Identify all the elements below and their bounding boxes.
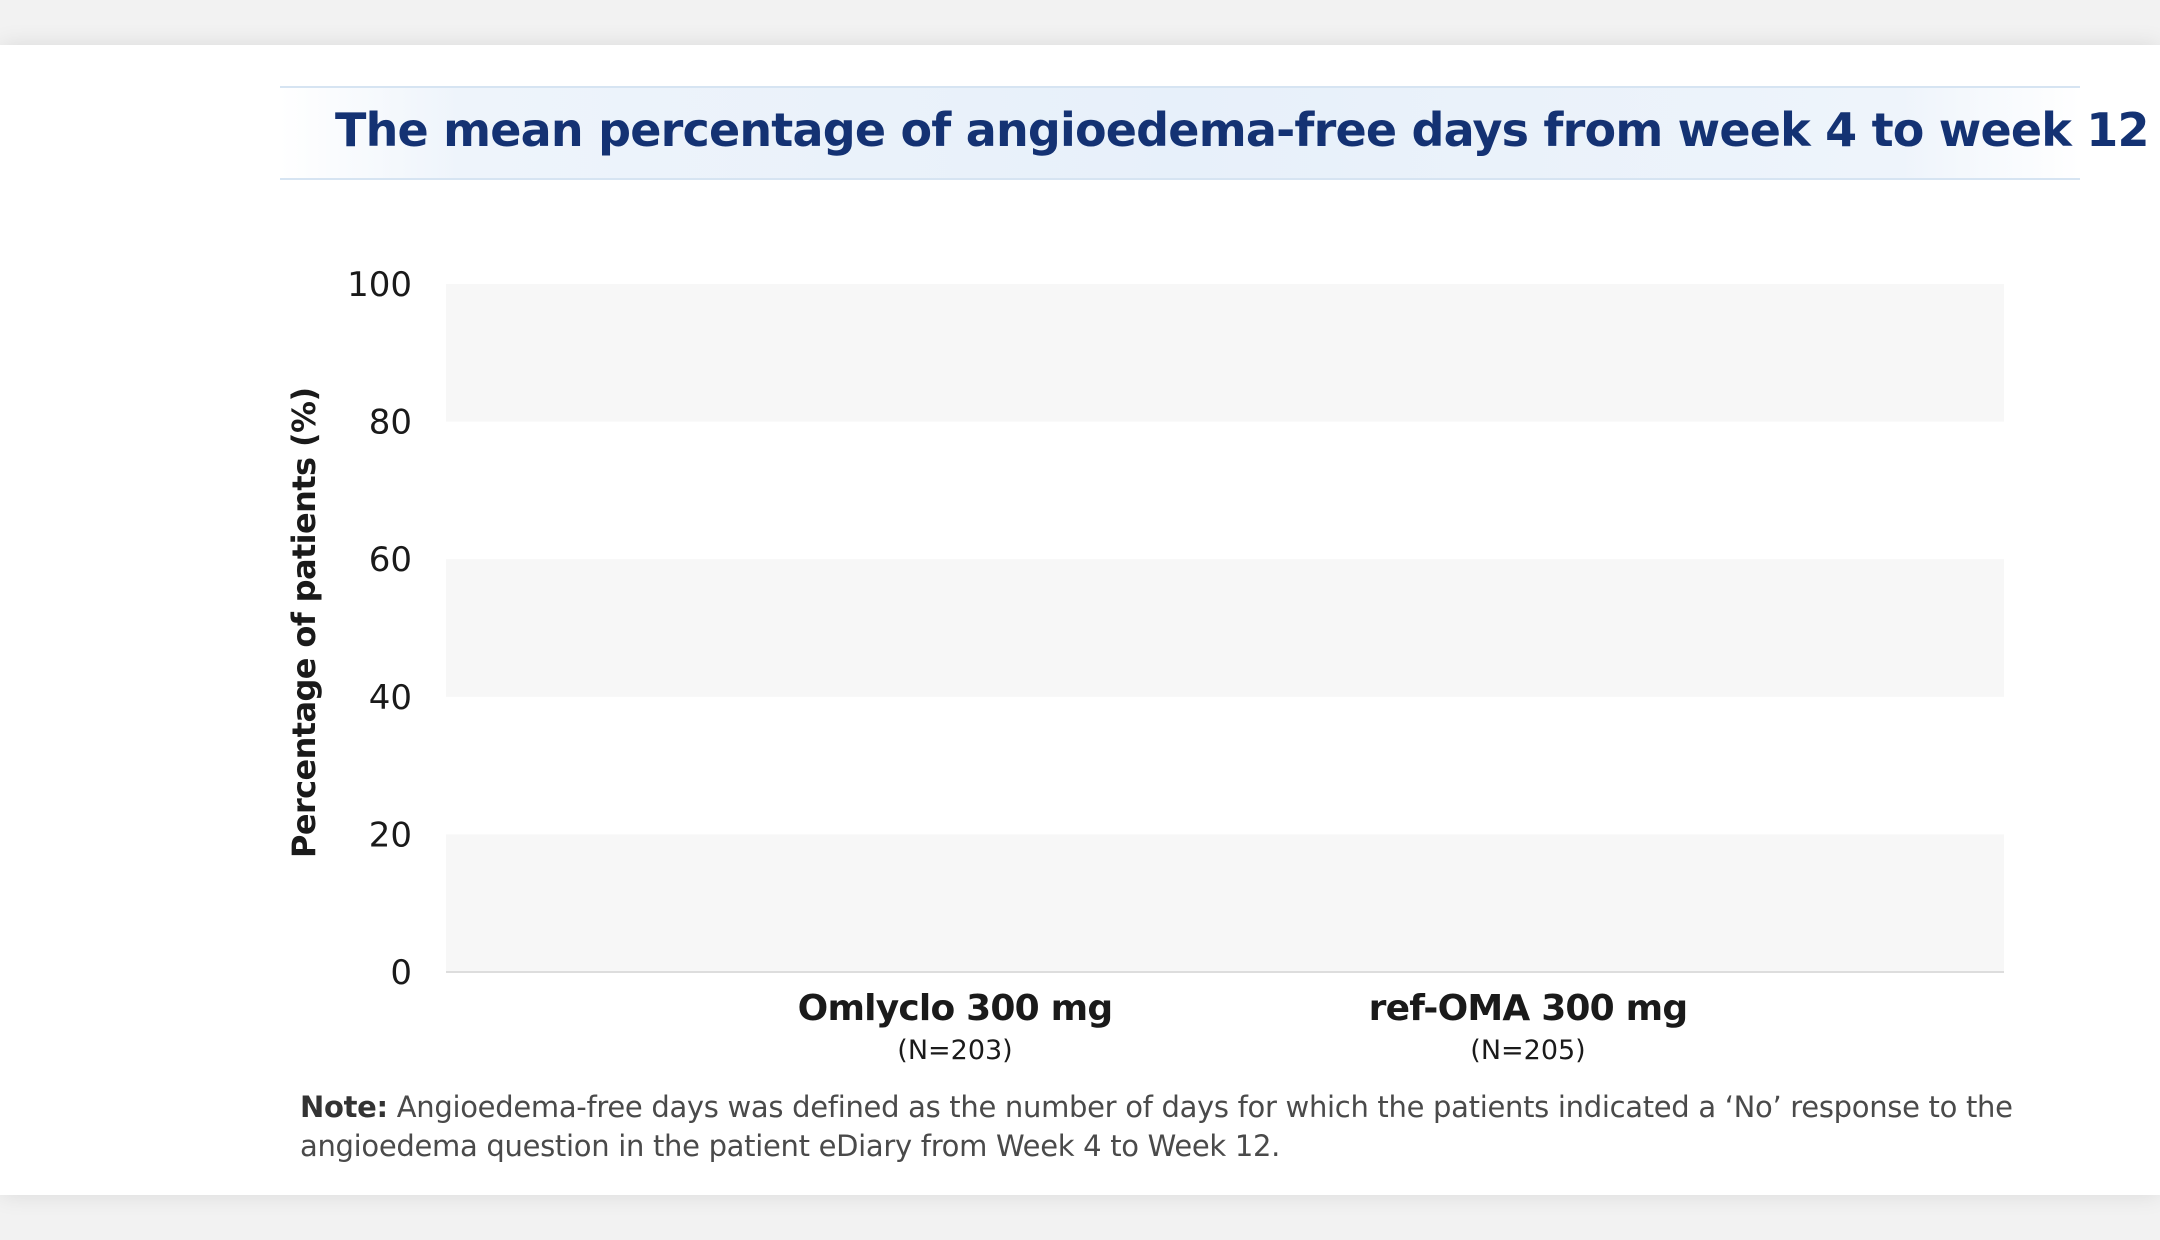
y-tick-label: 20 <box>369 815 412 855</box>
x-category-n: (N=205) <box>1470 1035 1585 1066</box>
x-category-n: (N=203) <box>897 1035 1012 1066</box>
x-category-label: ref-OMA 300 mg <box>1369 988 1688 1029</box>
y-tick-label: 80 <box>369 403 412 443</box>
grid-band <box>446 559 2004 697</box>
footnote-label: Note: <box>300 1090 388 1124</box>
grid-bands <box>446 284 2004 972</box>
y-tick-label: 60 <box>369 540 412 580</box>
chart-title: The mean percentage of angioedema-free d… <box>335 103 2150 157</box>
title-banner <box>280 86 2080 180</box>
y-tick-label: 40 <box>369 678 412 718</box>
y-tick-labels: 0 20 40 60 80 100 <box>347 265 412 993</box>
footnote-text: Angioedema-free days was defined as the … <box>300 1090 2013 1163</box>
x-category-labels: Omlyclo 300 mg (N=203) ref-OMA 300 mg (N=20… <box>798 988 1688 1066</box>
grid-band <box>446 284 2004 422</box>
y-tick-label: 0 <box>390 953 412 993</box>
footnote: Note: Angioedema-free days was defined a… <box>300 1088 2020 1166</box>
x-category-label: Omlyclo 300 mg <box>798 988 1113 1029</box>
grid-band <box>446 834 2004 972</box>
y-tick-label: 100 <box>347 265 412 305</box>
